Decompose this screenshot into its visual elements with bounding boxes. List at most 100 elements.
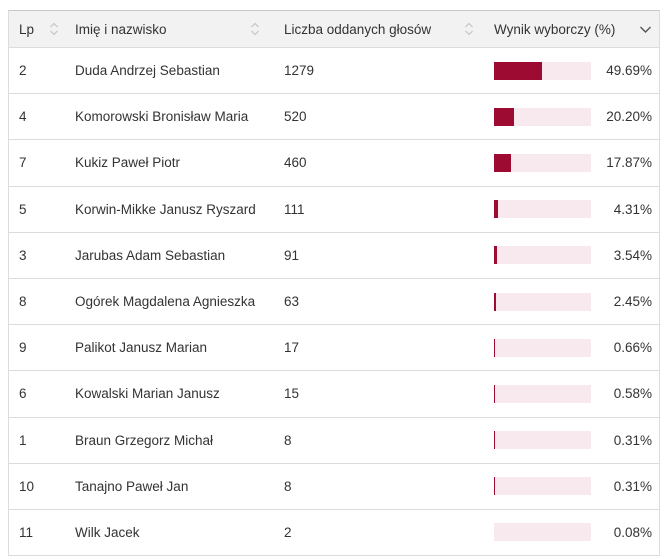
percent-label: 2.45% <box>613 294 652 310</box>
sort-both-icon <box>250 21 260 37</box>
result-cell: 0.31% <box>494 477 659 496</box>
table-row: 11 Wilk Jacek 2 0.08% <box>9 509 659 557</box>
name-cell: Kowalski Marian Janusz <box>75 386 220 402</box>
percent-label: 3.54% <box>613 247 652 263</box>
sort-both-icon <box>464 21 474 37</box>
result-bar-fill <box>494 200 499 219</box>
result-cell: 49.69% <box>494 61 659 80</box>
votes-cell: 8 <box>284 478 292 494</box>
table-row: 5 Korwin-Mikke Janusz Ryszard 111 4.31% <box>9 186 659 233</box>
percent-label: 0.08% <box>613 524 652 540</box>
votes-cell: 520 <box>284 109 307 125</box>
lp-cell: 2 <box>19 63 27 79</box>
votes-cell: 111 <box>284 201 305 217</box>
name-cell: Ogórek Magdalena Agnieszka <box>75 294 256 310</box>
result-bar-track <box>494 523 591 542</box>
votes-cell: 91 <box>284 247 300 263</box>
percent-label: 17.87% <box>606 155 652 171</box>
column-header-lp-label: Lp <box>19 21 35 37</box>
table-row: 4 Komorowski Bronisław Maria 520 20.20% <box>9 94 659 141</box>
votes-cell: 15 <box>284 386 300 402</box>
table-row: 6 Kowalski Marian Janusz 15 0.58% <box>9 371 659 418</box>
result-cell: 4.31% <box>494 200 659 219</box>
percent-label: 20.20% <box>606 109 652 125</box>
lp-cell: 11 <box>19 524 34 540</box>
lp-cell: 4 <box>19 109 27 125</box>
table-row: 3 Jarubas Adam Sebastian 91 3.54% <box>9 232 659 279</box>
result-cell: 0.58% <box>494 384 659 403</box>
percent-label: 0.66% <box>613 340 652 356</box>
name-cell: Kukiz Paweł Piotr <box>75 155 181 171</box>
result-bar-track <box>494 338 591 357</box>
sort-both-icon <box>49 21 59 37</box>
result-bar-track <box>494 61 591 80</box>
result-bar-track <box>494 292 591 311</box>
lp-cell: 10 <box>19 478 35 494</box>
result-bar-track <box>494 153 591 172</box>
lp-cell: 5 <box>19 201 27 217</box>
result-bar-fill <box>494 292 497 311</box>
votes-cell: 17 <box>284 340 300 356</box>
name-cell: Wilk Jacek <box>75 524 140 540</box>
table-header: Lp Imię i nazwisko Liczba oddanych głosó… <box>8 10 660 48</box>
lp-cell: 1 <box>19 432 27 448</box>
table-row: 10 Tanajno Paweł Jan 8 0.31% <box>9 463 659 510</box>
name-cell: Duda Andrzej Sebastian <box>75 63 220 79</box>
column-header-lp[interactable]: Lp <box>9 11 75 47</box>
result-bar-fill <box>494 384 495 403</box>
column-header-votes-label: Liczba oddanych głosów <box>284 21 432 37</box>
result-cell: 17.87% <box>494 153 659 172</box>
result-cell: 0.31% <box>494 431 659 450</box>
column-header-result[interactable]: Wynik wyborczy (%) <box>494 11 659 47</box>
table-row: 9 Palikot Janusz Marian 17 0.66% <box>9 325 659 372</box>
sort-desc-icon <box>639 25 652 34</box>
votes-cell: 460 <box>284 155 307 171</box>
result-bar-fill <box>494 107 514 126</box>
name-cell: Korwin-Mikke Janusz Ryszard <box>75 201 256 217</box>
result-cell: 0.08% <box>494 523 659 542</box>
result-cell: 2.45% <box>494 292 659 311</box>
column-header-votes[interactable]: Liczba oddanych głosów <box>284 11 494 47</box>
result-bar-track <box>494 384 591 403</box>
result-bar-fill <box>494 61 543 80</box>
table-row: 2 Duda Andrzej Sebastian 1279 49.69% <box>9 48 659 95</box>
percent-label: 0.31% <box>613 478 652 494</box>
result-bar-track <box>494 477 591 496</box>
column-header-name-label: Imię i nazwisko <box>75 21 167 37</box>
votes-cell: 8 <box>284 432 292 448</box>
table-row: 7 Kukiz Paweł Piotr 460 17.87% <box>9 140 659 187</box>
result-cell: 0.66% <box>494 338 659 357</box>
result-bar-track <box>494 200 591 219</box>
column-header-result-label: Wynik wyborczy (%) <box>494 21 616 37</box>
votes-cell: 2 <box>284 524 292 540</box>
table-row: 8 Ogórek Magdalena Agnieszka 63 2.45% <box>9 278 659 326</box>
results-table: Lp Imię i nazwisko Liczba oddanych głosó… <box>8 10 660 557</box>
votes-cell: 63 <box>284 294 300 310</box>
name-cell: Braun Grzegorz Michał <box>75 432 214 448</box>
percent-label: 49.69% <box>606 63 652 79</box>
lp-cell: 9 <box>19 340 27 356</box>
column-header-name[interactable]: Imię i nazwisko <box>75 11 284 47</box>
percent-label: 0.31% <box>613 432 652 448</box>
result-bar-fill <box>494 338 495 357</box>
result-cell: 20.20% <box>494 107 659 126</box>
table-body: 2 Duda Andrzej Sebastian 1279 49.69% 4 K… <box>8 48 660 557</box>
result-bar-fill <box>494 153 512 172</box>
name-cell: Tanajno Paweł Jan <box>75 478 189 494</box>
result-bar-track <box>494 431 591 450</box>
percent-label: 4.31% <box>613 201 652 217</box>
result-bar-track <box>494 107 591 126</box>
result-cell: 3.54% <box>494 246 659 265</box>
name-cell: Jarubas Adam Sebastian <box>75 247 226 263</box>
result-bar-fill <box>494 246 498 265</box>
lp-cell: 6 <box>19 386 27 402</box>
percent-label: 0.58% <box>613 386 652 402</box>
lp-cell: 3 <box>19 247 27 263</box>
votes-cell: 1279 <box>284 63 315 79</box>
result-bar-track <box>494 246 591 265</box>
name-cell: Komorowski Bronisław Maria <box>75 109 249 125</box>
lp-cell: 7 <box>19 155 27 171</box>
table-row: 1 Braun Grzegorz Michał 8 0.31% <box>9 417 659 464</box>
name-cell: Palikot Janusz Marian <box>75 340 208 356</box>
lp-cell: 8 <box>19 294 27 310</box>
